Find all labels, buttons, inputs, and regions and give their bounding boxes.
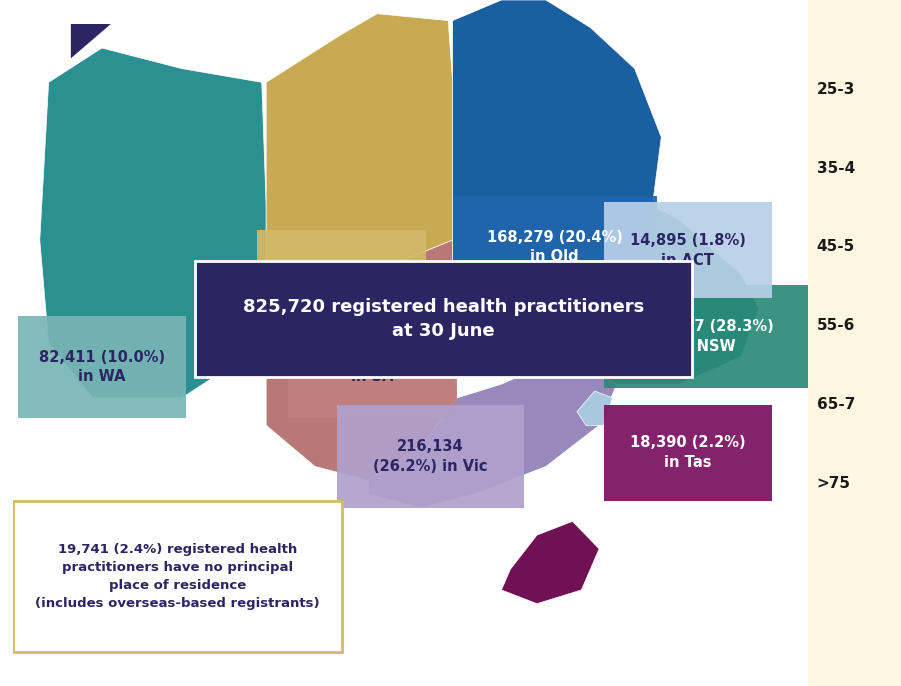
Polygon shape [71,24,111,58]
FancyBboxPatch shape [196,261,692,377]
Text: 55-6: 55-6 [816,318,855,333]
FancyBboxPatch shape [258,230,426,333]
FancyBboxPatch shape [18,316,187,418]
Polygon shape [546,206,759,384]
Text: 233,387 (28.3%)
in NSW: 233,387 (28.3%) in NSW [638,319,774,353]
Polygon shape [502,521,599,604]
FancyBboxPatch shape [604,405,772,501]
Polygon shape [369,357,617,508]
Text: 825,720 registered health practitioners
at 30 June: 825,720 registered health practitioners … [243,298,644,340]
Polygon shape [266,14,452,274]
Polygon shape [452,0,661,309]
FancyBboxPatch shape [288,316,457,418]
FancyBboxPatch shape [452,196,657,298]
Text: 35-4: 35-4 [816,161,855,176]
FancyBboxPatch shape [808,0,901,686]
Text: 63,830 (7.7%)
in SA: 63,830 (7.7%) in SA [315,350,431,384]
FancyBboxPatch shape [604,202,772,298]
Text: 216,134
(26.2%) in Vic: 216,134 (26.2%) in Vic [373,439,487,473]
Text: 25-3: 25-3 [816,82,855,97]
Text: 14,895 (1.8%)
in ACT: 14,895 (1.8%) in ACT [630,233,746,268]
Text: 65-7: 65-7 [816,397,855,412]
Text: 8,653 (1.0%)
in NT: 8,653 (1.0%) in NT [289,264,395,298]
Polygon shape [40,48,266,398]
Polygon shape [266,240,457,480]
Text: >75: >75 [816,476,851,491]
FancyBboxPatch shape [337,405,523,508]
Text: 45-5: 45-5 [816,239,855,255]
Text: 18,390 (2.2%)
in Tas: 18,390 (2.2%) in Tas [630,436,746,470]
Text: 19,741 (2.4%) registered health
practitioners have no principal
place of residen: 19,741 (2.4%) registered health practiti… [35,543,320,610]
FancyBboxPatch shape [14,501,341,652]
Text: 168,279 (20.4%)
in Qld: 168,279 (20.4%) in Qld [487,230,623,264]
Polygon shape [577,391,613,425]
Text: 82,411 (10.0%)
in WA: 82,411 (10.0%) in WA [39,350,165,384]
FancyBboxPatch shape [604,285,808,388]
